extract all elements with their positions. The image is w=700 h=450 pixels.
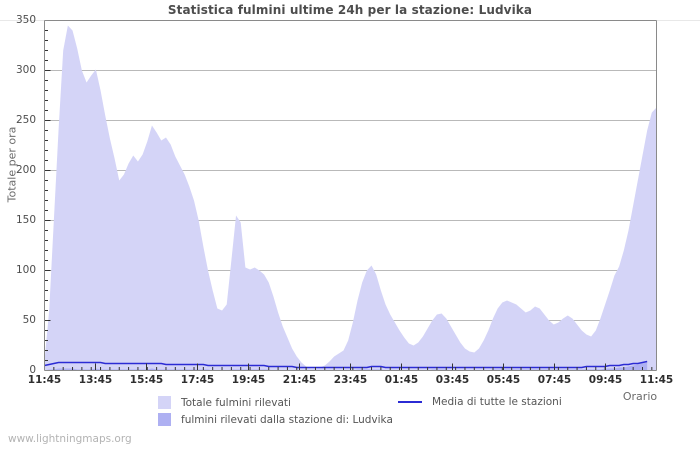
y-tick-label: 350: [15, 13, 36, 26]
area-total-fulmini: [44, 25, 657, 371]
legend-swatch-average-line-icon: [398, 401, 422, 403]
x-axis-title: Orario: [622, 390, 658, 403]
x-tick-label: 19:45: [231, 374, 266, 386]
y-tick-label: 100: [15, 263, 36, 276]
x-tick-label: 11:45: [639, 374, 674, 386]
chart-title: Statistica fulmini ultime 24h per la sta…: [167, 3, 533, 17]
chart-legend: Totale fulmini rilevati fulmini rilevati…: [158, 396, 678, 432]
y-tick-label: 250: [15, 113, 36, 126]
legend-swatch-total-area-icon: [158, 396, 171, 409]
axis-frame: [44, 20, 657, 371]
legend-item-station: fulmini rilevati dalla stazione di: Ludv…: [158, 413, 393, 426]
x-tick-label: 01:45: [384, 374, 419, 386]
y-tick-label: 0: [29, 363, 36, 376]
footer-credit: www.lightningmaps.org: [8, 433, 132, 445]
x-tick-label: 03:45: [435, 374, 470, 386]
legend-item-average: Media di tutte le stazioni: [398, 396, 562, 408]
y-tick-label: 50: [22, 313, 36, 326]
y-tick-label: 200: [15, 163, 36, 176]
legend-label-total: Totale fulmini rilevati: [181, 396, 291, 409]
legend-label-station: fulmini rilevati dalla stazione di: Ludv…: [181, 413, 393, 426]
x-tick-label: 15:45: [129, 374, 164, 386]
line-media-stazioni: [44, 360, 648, 369]
x-tick-label: 21:45: [282, 374, 317, 386]
x-tick-label: 09:45: [588, 374, 623, 386]
x-tick-label: 23:45: [333, 374, 368, 386]
x-tick-label: 07:45: [537, 374, 572, 386]
x-tick-label: 17:45: [180, 374, 215, 386]
y-tick-label: 300: [15, 63, 36, 76]
legend-swatch-station-area-icon: [158, 413, 171, 426]
legend-label-average: Media di tutte le stazioni: [432, 396, 562, 408]
y-tick-label: 150: [15, 213, 36, 226]
x-tick-label: 11:45: [27, 374, 62, 386]
series-layer: [44, 25, 657, 371]
legend-item-total: Totale fulmini rilevati: [158, 396, 291, 409]
x-tick-label: 05:45: [486, 374, 521, 386]
x-tick-label: 13:45: [78, 374, 113, 386]
